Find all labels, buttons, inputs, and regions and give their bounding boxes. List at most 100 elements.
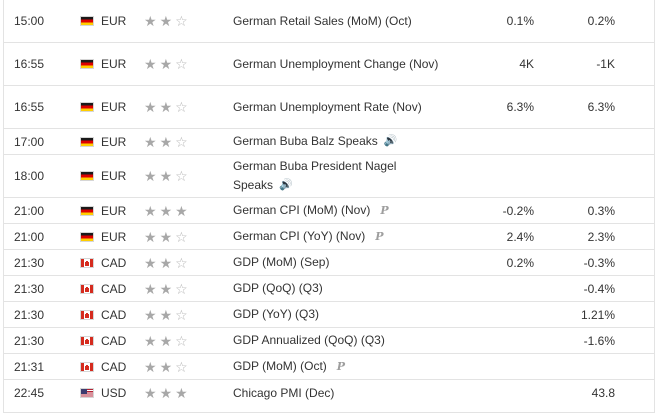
preliminary-icon: P <box>380 204 389 217</box>
event-actual-value: 6.3% <box>506 100 534 114</box>
table-row[interactable]: 21:00 EUR ★ ★ ★ German CPI (MoM) (Nov) P -0… <box>4 198 654 224</box>
star-filled-icon: ★ <box>144 56 157 72</box>
star-filled-icon: ★ <box>159 306 173 323</box>
star-filled-icon: ★ <box>144 358 157 375</box>
event-time: 21:00 <box>14 229 45 244</box>
event-currency: EUR <box>101 134 127 149</box>
table-row[interactable]: 21:30 CAD ★ ★ ☆ GDP (QoQ) (Q3) -0.4% <box>4 276 654 302</box>
star-empty-icon: ☆ <box>175 56 188 72</box>
importance-stars: ★ ★ ☆ <box>144 57 188 71</box>
event-forecast-value: 6.3% <box>587 100 615 114</box>
star-filled-icon: ★ <box>144 202 157 219</box>
star-empty-icon: ☆ <box>175 332 188 349</box>
star-filled-icon: ★ <box>159 280 173 297</box>
event-actual-value <box>444 380 534 406</box>
event-currency: EUR <box>101 169 127 183</box>
importance-stars: ★ ★ ☆ <box>144 169 188 183</box>
event-time: 17:00 <box>14 134 45 149</box>
star-filled-icon: ★ <box>144 228 157 245</box>
importance-stars: ★ ★ ☆ <box>144 230 188 244</box>
preliminary-icon: P <box>336 360 346 373</box>
event-name-link[interactable]: German CPI (YoY) (Nov) <box>233 229 366 243</box>
event-actual-value <box>444 276 534 301</box>
germany-flag-icon <box>80 136 94 147</box>
germany-flag-icon <box>80 231 94 242</box>
event-forecast-value <box>539 155 615 197</box>
event-time: 21:30 <box>14 255 45 270</box>
table-row[interactable]: 17:00 EUR ★ ★ ☆ German Buba Balz Speaks 🔊 <box>4 129 654 155</box>
star-empty-icon: ☆ <box>175 306 188 323</box>
canada-flag-icon <box>80 335 94 346</box>
star-filled-icon: ★ <box>144 168 157 184</box>
importance-stars: ★ ★ ☆ <box>144 14 188 28</box>
table-row[interactable]: 15:00 EUR ★ ★ ☆ German Retail Sales (MoM) … <box>4 0 654 43</box>
table-row[interactable]: 16:55 EUR ★ ★ ☆ German Unemployment Rate (… <box>4 86 654 129</box>
event-currency: EUR <box>101 100 127 114</box>
event-time: 16:55 <box>14 57 45 71</box>
star-filled-icon: ★ <box>144 280 157 297</box>
star-filled-icon: ★ <box>144 133 157 150</box>
table-row[interactable]: 18:00 EUR ★ ★ ☆ German Buba President Nage… <box>4 155 654 198</box>
event-forecast-value: -1K <box>596 57 615 71</box>
table-row[interactable]: 21:00 EUR ★ ★ ☆ German CPI (YoY) (Nov) P 2.… <box>4 224 654 250</box>
germany-flag-icon <box>80 59 94 69</box>
importance-stars: ★ ★ ☆ <box>144 360 188 374</box>
event-name-link[interactable]: Chicago PMI (Dec) <box>233 385 335 400</box>
event-name-link[interactable]: GDP (QoQ) (Q3) <box>233 281 323 295</box>
event-name-link[interactable]: GDP Annualized (QoQ) (Q3) <box>233 333 385 347</box>
speaker-icon[interactable]: 🔊 <box>383 135 398 148</box>
event-currency: CAD <box>101 333 127 348</box>
event-name-link[interactable]: GDP (MoM) (Oct) <box>233 359 327 373</box>
importance-stars: ★ ★ ☆ <box>144 100 188 114</box>
star-empty-icon: ☆ <box>175 228 188 245</box>
star-filled-icon: ★ <box>159 56 173 72</box>
star-filled-icon: ★ <box>144 13 157 29</box>
event-currency: CAD <box>101 281 127 296</box>
importance-stars: ★ ★ ☆ <box>144 334 188 348</box>
canada-flag-icon <box>80 283 94 294</box>
event-name-link[interactable]: German Unemployment Change (Nov) <box>233 56 439 71</box>
star-empty-icon: ☆ <box>175 133 188 150</box>
economic-calendar-table: 15:00 EUR ★ ★ ☆ German Retail Sales (MoM) … <box>3 0 655 413</box>
germany-flag-icon <box>80 102 94 112</box>
table-row[interactable]: 21:30 CAD ★ ★ ☆ GDP (MoM) (Sep) 0.2% -0.3% <box>4 250 654 276</box>
star-empty-icon: ☆ <box>175 99 188 115</box>
table-row[interactable]: 16:55 EUR ★ ★ ☆ German Unemployment Change… <box>4 43 654 86</box>
table-row[interactable]: 21:31 CAD ★ ★ ☆ GDP (MoM) (Oct) P <box>4 354 654 380</box>
table-row[interactable]: 21:30 CAD ★ ★ ☆ GDP Annualized (QoQ) (Q3) … <box>4 328 654 354</box>
star-filled-icon: ★ <box>159 332 173 349</box>
event-time: 22:45 <box>14 386 45 400</box>
event-name-link[interactable]: German Retail Sales (MoM) (Oct) <box>233 13 412 28</box>
star-filled-icon: ★ <box>159 358 173 375</box>
table-row[interactable]: 21:30 CAD ★ ★ ☆ GDP (YoY) (Q3) 1.21% <box>4 302 654 328</box>
event-forecast-value: 2.3% <box>587 229 615 244</box>
event-name-link[interactable]: GDP (MoM) (Sep) <box>233 255 330 269</box>
event-currency: CAD <box>101 307 127 322</box>
table-row[interactable]: 22:45 USD ★ ★ ★ Chicago PMI (Dec) 43.8 <box>4 380 654 406</box>
event-actual-value: 0.2% <box>506 255 534 270</box>
event-currency: CAD <box>101 359 127 374</box>
event-name-link[interactable]: German CPI (MoM) (Nov) <box>233 203 371 217</box>
event-actual-value <box>444 155 534 197</box>
event-time: 15:00 <box>14 14 45 28</box>
star-filled-icon: ★ <box>144 306 157 323</box>
star-filled-icon: ★ <box>175 202 188 219</box>
event-actual-value <box>444 354 534 379</box>
star-empty-icon: ☆ <box>175 254 188 271</box>
speaker-icon[interactable]: 🔊 <box>279 179 293 192</box>
event-actual-value: 2.4% <box>506 229 534 244</box>
event-actual-value: 0.1% <box>506 14 534 28</box>
event-name-link[interactable]: German Unemployment Rate (Nov) <box>233 99 422 114</box>
germany-flag-icon <box>80 205 94 216</box>
star-empty-icon: ☆ <box>175 358 188 375</box>
event-name-link[interactable]: German Buba President Nagel Speaks <box>233 158 397 192</box>
event-forecast-value: -0.3% <box>583 255 615 270</box>
event-forecast-value: -1.6% <box>583 333 615 348</box>
star-filled-icon: ★ <box>144 254 157 271</box>
event-forecast-value: 1.21% <box>580 307 615 322</box>
event-name-link[interactable]: GDP (YoY) (Q3) <box>233 307 320 321</box>
importance-stars: ★ ★ ☆ <box>144 282 188 296</box>
importance-stars: ★ ★ ★ <box>144 386 188 400</box>
event-name-link[interactable]: German Buba Balz Speaks <box>233 133 378 148</box>
event-time: 21:30 <box>14 281 45 296</box>
